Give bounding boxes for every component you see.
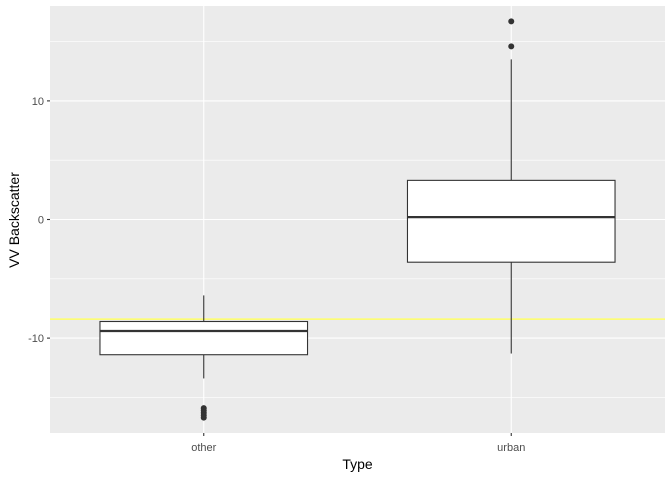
- box-other: [99, 295, 309, 421]
- box-urban: [406, 18, 616, 354]
- y-tick-label: 0: [38, 215, 44, 227]
- y-tick-label: 10: [32, 96, 44, 108]
- box-body: [406, 179, 616, 263]
- x-tick-label: other: [191, 442, 216, 454]
- boxes-layer: [99, 18, 616, 421]
- y-tick-label: -10: [28, 333, 44, 345]
- outlier-point: [200, 414, 207, 421]
- y-axis-title: VV Backscatter: [6, 172, 22, 268]
- x-tick-label: urban: [497, 442, 525, 454]
- x-axis-title: Type: [342, 456, 373, 472]
- axis-ticks: -10 0 10 other urban: [28, 96, 525, 454]
- outlier-point: [508, 18, 515, 25]
- box-body: [99, 320, 309, 356]
- outlier-point: [508, 43, 515, 50]
